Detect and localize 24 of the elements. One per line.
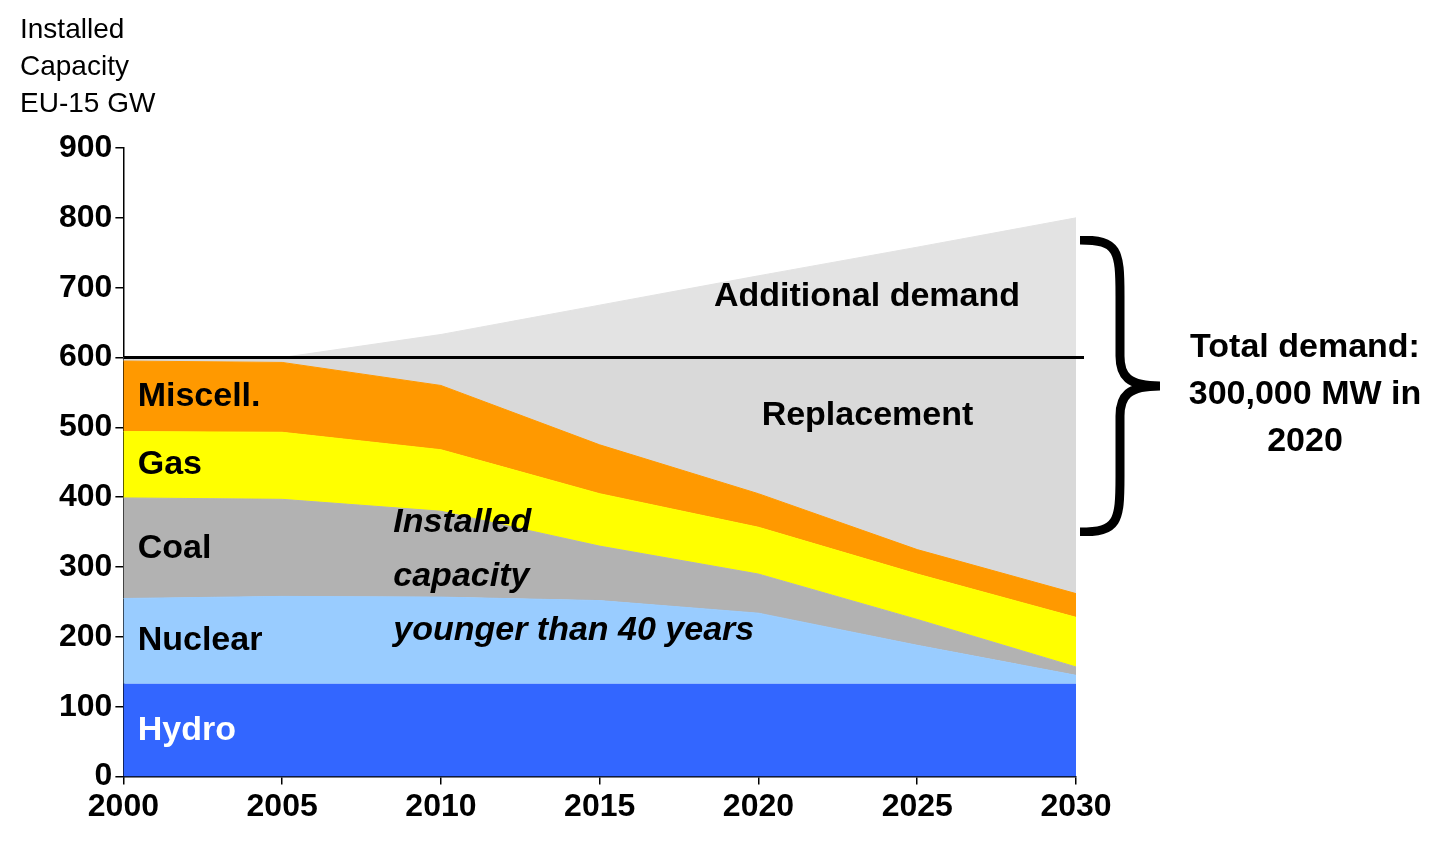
y-tick-label: 300	[59, 546, 113, 583]
text: Total demand: 300,000 MW in 2020	[1187, 325, 1423, 460]
y-axis-title: Installed Capacity EU-15 GW	[20, 12, 157, 120]
y-tick-label: 700	[59, 267, 113, 304]
y-tick-label: 100	[59, 686, 113, 723]
y-tick-label: 800	[59, 197, 113, 234]
x-tick-label: 2015	[564, 786, 636, 823]
series-label: Hydro	[137, 708, 236, 747]
x-tick-label: 2030	[1040, 786, 1112, 823]
y-tick-label: 900	[59, 127, 113, 164]
series-label: Coal	[137, 526, 212, 565]
series-label: Nuclear	[137, 619, 263, 658]
y-tick-label: 500	[59, 407, 113, 444]
x-tick-label: 2005	[246, 786, 318, 823]
x-tick-label: 2020	[722, 786, 795, 823]
y-tick-label: 600	[59, 337, 113, 374]
x-tick-label: 2025	[881, 786, 953, 823]
y-tick-label: 400	[59, 477, 113, 514]
series-label: Additional demand	[714, 275, 1021, 314]
series-label: Gas	[137, 443, 202, 482]
series-label: Replacement	[761, 393, 974, 432]
x-tick-label: 2010	[405, 786, 477, 823]
y-tick-label: 200	[59, 616, 113, 653]
series-label: Miscell.	[137, 374, 261, 413]
